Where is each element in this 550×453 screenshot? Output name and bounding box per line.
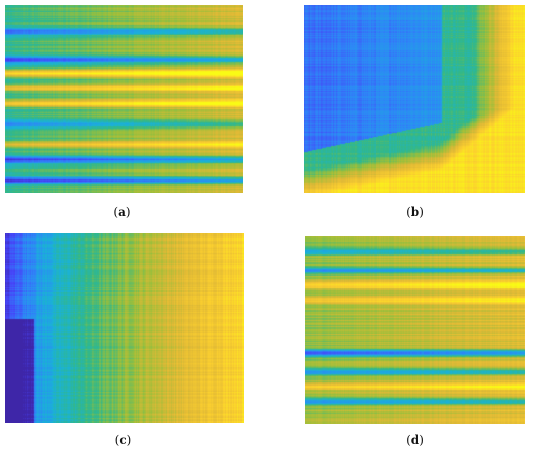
caption-d: (d) [406,433,424,447]
caption-b: (b) [406,205,424,219]
heatmap-b [304,5,525,193]
heatmap-a [5,5,243,193]
caption-a: (a) [113,205,131,219]
caption-c: (c) [114,433,132,447]
heatmap-d [305,236,525,424]
heatmap-c [5,233,244,423]
